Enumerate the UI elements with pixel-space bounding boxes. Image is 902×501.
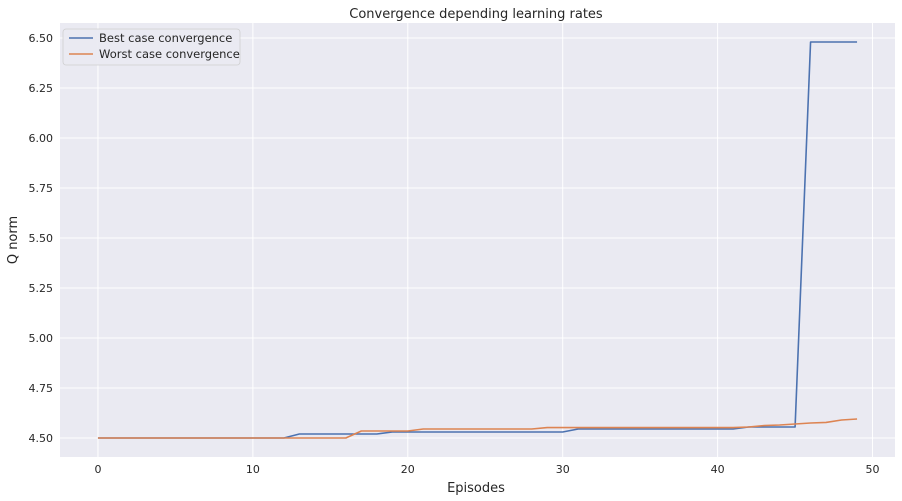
grid (60, 23, 895, 457)
y-tick-label: 4.50 (29, 432, 54, 445)
x-tick-label: 50 (866, 463, 880, 476)
series-layer (97, 41, 858, 439)
y-tick-label: 6.25 (29, 82, 54, 95)
y-tick-label: 5.25 (29, 282, 54, 295)
legend-box (62, 28, 241, 66)
x-tick-label: 30 (556, 463, 570, 476)
y-axis-title: Q norm (6, 216, 21, 264)
y-tick-label: 5.50 (29, 232, 54, 245)
chart-title: Convergence depending learning rates (349, 7, 603, 22)
y-axis-ticks: 4.50 4.75 5.00 5.25 5.50 5.75 6.00 6.25 6.50 (29, 32, 54, 445)
x-tick-label: 10 (246, 463, 260, 476)
y-tick-label: 6.00 (29, 132, 54, 145)
y-tick-label: 5.75 (29, 182, 54, 195)
x-axis-title: Episodes (447, 481, 505, 496)
legend: Best case convergence Worst case converg… (62, 28, 241, 66)
x-tick-label: 20 (401, 463, 415, 476)
x-tick-label: 0 (94, 463, 101, 476)
x-tick-label: 40 (711, 463, 725, 476)
plot-area (60, 23, 895, 457)
legend-label-worst-case: Worst case convergence (99, 47, 240, 61)
y-tick-label: 4.75 (29, 382, 54, 395)
y-tick-label: 6.50 (29, 32, 54, 45)
y-tick-label: 5.00 (29, 332, 54, 345)
series-line-worst-case (97, 418, 858, 439)
legend-label-best-case: Best case convergence (99, 31, 232, 45)
x-axis-ticks: 0 10 20 30 40 50 (94, 463, 879, 476)
